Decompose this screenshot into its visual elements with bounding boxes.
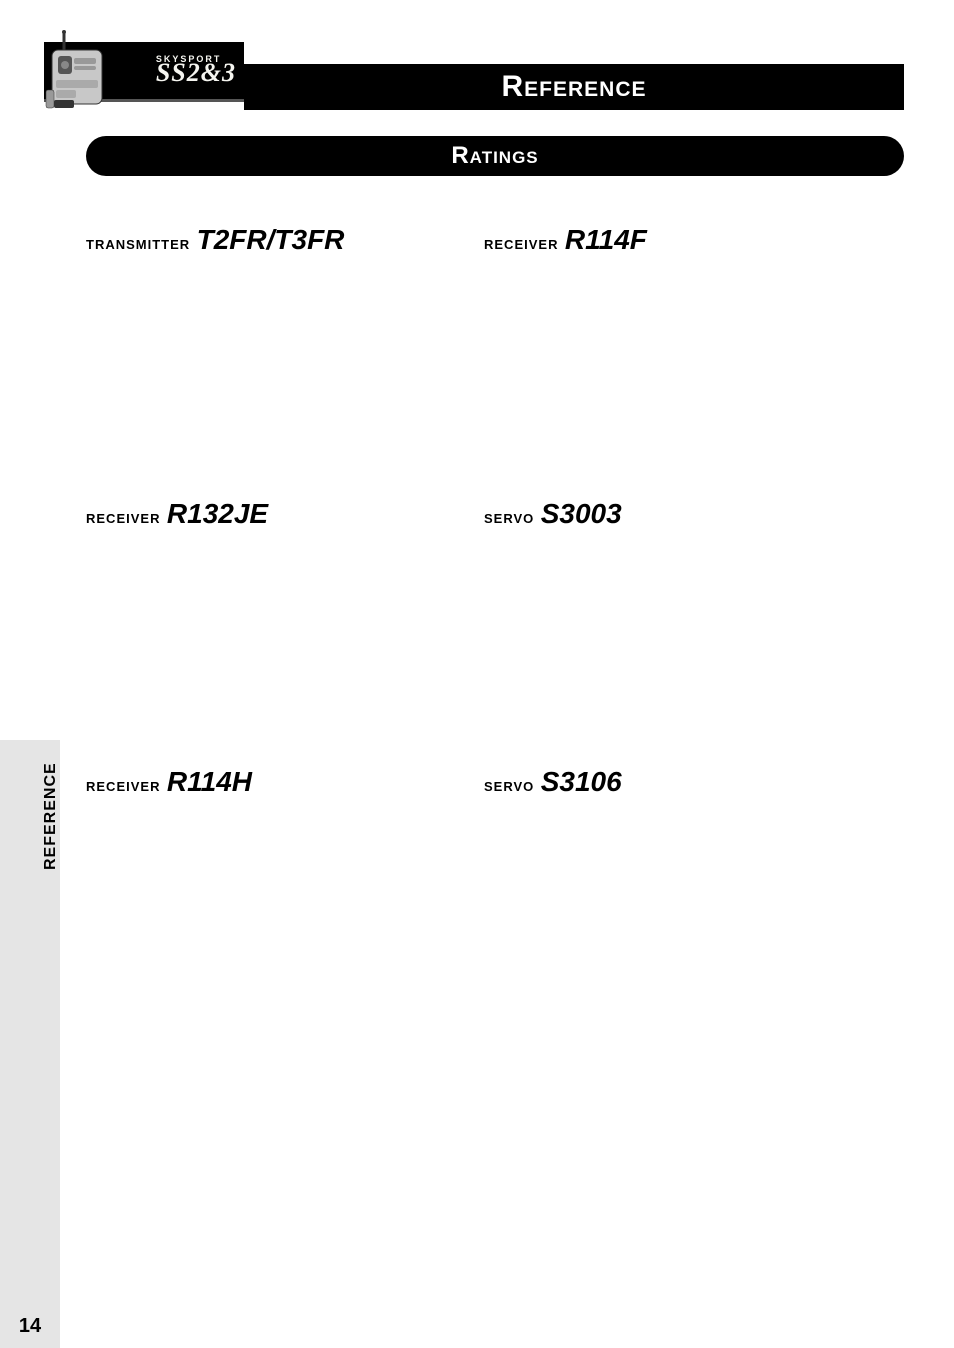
page-number: 14 <box>0 1304 60 1348</box>
spec-r114f-label: receiver <box>484 233 558 253</box>
spec-r114f-model: R114F <box>565 224 647 255</box>
spec-transmitter: transmitter T2FR/T3FR <box>86 224 344 256</box>
spec-r132je: receiver R132JE <box>86 498 268 530</box>
ratings-title: Ratings <box>451 142 538 170</box>
spec-s3106-model: S3106 <box>541 766 622 797</box>
header-title: Reference <box>501 70 646 104</box>
side-tab-label: REFERENCE <box>42 762 60 870</box>
spec-s3003: servo S3003 <box>484 498 622 530</box>
header-bar: Reference <box>244 64 904 110</box>
spec-s3003-label: servo <box>484 507 534 527</box>
spec-transmitter-model: T2FR/T3FR <box>197 224 345 255</box>
logo-block: SKYSPORT SS2&3 <box>44 30 244 120</box>
spec-transmitter-label: transmitter <box>86 233 190 253</box>
spec-s3003-model: S3003 <box>541 498 622 529</box>
ratings-pill: Ratings <box>86 136 904 176</box>
spec-r114h-label: receiver <box>86 775 160 795</box>
spec-r132je-label: receiver <box>86 507 160 527</box>
logo-main: SS2&3 <box>156 58 236 87</box>
spec-s3106: servo S3106 <box>484 766 622 798</box>
page: REFERENCE 14 SKYSPORT SS2&3 <box>0 0 954 1348</box>
spec-s3106-label: servo <box>484 775 534 795</box>
spec-r114h-model: R114H <box>167 766 252 797</box>
transmitter-icon <box>44 30 114 120</box>
logo-text: SKYSPORT SS2&3 <box>156 55 236 86</box>
spec-r114f: receiver R114F <box>484 224 647 256</box>
spec-r132je-model: R132JE <box>167 498 268 529</box>
spec-r114h: receiver R114H <box>86 766 252 798</box>
